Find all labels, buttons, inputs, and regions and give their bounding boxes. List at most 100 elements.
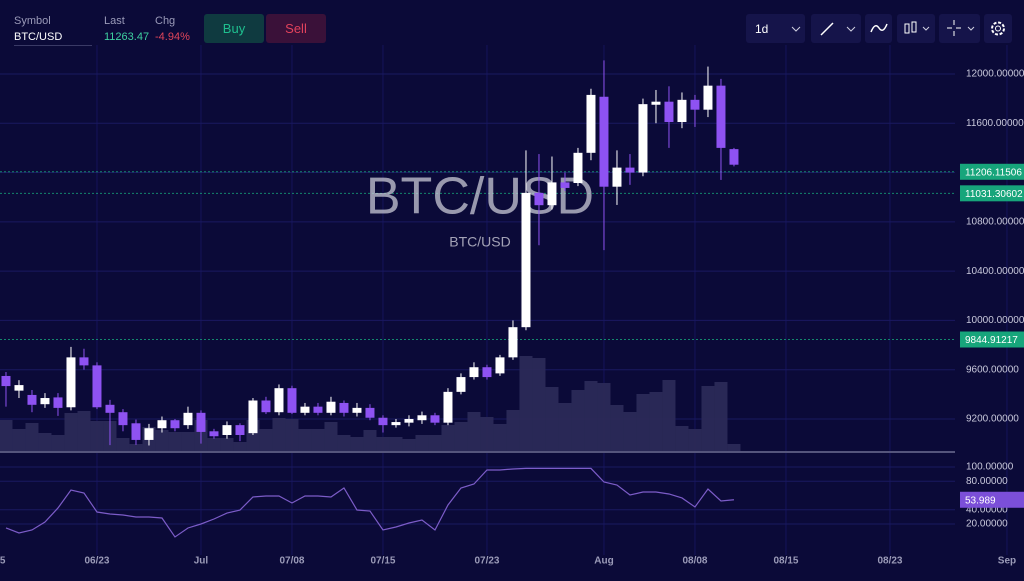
- candle-body: [638, 104, 648, 173]
- y-tick-label: 100.00000: [966, 462, 1014, 473]
- candle-body: [365, 407, 375, 418]
- candle-body: [729, 149, 739, 165]
- candle-body: [456, 377, 466, 392]
- volume-bar: [168, 432, 182, 452]
- candle-body: [690, 99, 700, 110]
- volume-bar: [415, 435, 429, 452]
- candle-body: [677, 99, 687, 123]
- x-tick-label: Aug: [594, 556, 613, 567]
- symbol-input[interactable]: BTC/USD: [14, 31, 92, 46]
- candle-body: [404, 418, 414, 423]
- buy-button[interactable]: Buy: [204, 14, 264, 43]
- candle-body: [248, 400, 258, 434]
- price-label-bg: [960, 331, 1024, 348]
- interval-select[interactable]: 1d: [746, 14, 805, 43]
- volume-bar: [649, 392, 663, 452]
- volume-bar: [207, 438, 221, 452]
- volume-bar: [454, 422, 468, 452]
- x-tick-label: 08/23: [877, 556, 902, 567]
- candle-body: [235, 425, 245, 435]
- settings[interactable]: [984, 14, 1012, 43]
- y-tick-label: 12000.00000: [966, 69, 1024, 80]
- volume-bar: [389, 437, 403, 452]
- candle-body: [482, 367, 492, 378]
- volume-bar: [51, 435, 65, 452]
- candle-body: [651, 101, 661, 105]
- volume-bar: [64, 413, 78, 452]
- candle-body: [40, 398, 50, 405]
- candle-body: [612, 167, 622, 187]
- price-label: 9844.91217: [965, 335, 1018, 346]
- volume-bar: [623, 412, 637, 452]
- y-tick-label: 11200.00000: [966, 167, 1024, 178]
- candle-body: [66, 357, 76, 408]
- volume-bar: [181, 432, 195, 452]
- sell-button[interactable]: Sell: [266, 14, 326, 43]
- volume-bar: [441, 425, 455, 452]
- volume-bar: [545, 387, 559, 452]
- volume-bar: [610, 405, 624, 452]
- chart-type[interactable]: [897, 14, 935, 43]
- price-pane: [0, 60, 741, 452]
- draw-tool[interactable]: [811, 14, 861, 43]
- crosshair-tool[interactable]: [939, 14, 980, 43]
- volume-bar: [636, 394, 650, 452]
- volume-bar: [519, 356, 533, 452]
- volume-bar: [714, 382, 728, 452]
- y-tick-label: 9200.00000: [966, 414, 1019, 425]
- candle-body: [209, 431, 219, 437]
- candle-body: [300, 406, 310, 413]
- watermark: BTC/USD: [366, 168, 594, 226]
- candle-body: [131, 423, 141, 440]
- volume-bar: [350, 437, 364, 452]
- volume-bar: [194, 420, 208, 452]
- volume-bar: [0, 420, 13, 452]
- volume-bar: [662, 380, 676, 452]
- volume-bar: [428, 435, 442, 452]
- volume-bar: [675, 426, 689, 452]
- candle-body: [586, 94, 596, 153]
- candle-body: [326, 401, 336, 413]
- x-tick-label: 07/23: [474, 556, 499, 567]
- x-tick-label: 06/23: [84, 556, 109, 567]
- candle-body: [157, 420, 167, 429]
- volume-bar: [376, 437, 390, 452]
- last-label: Last: [104, 15, 125, 27]
- x-tick-label: 08/08: [682, 556, 707, 567]
- rsi-line: [5, 467, 735, 538]
- price-label-bg: [960, 185, 1024, 202]
- rsi-pane: [5, 467, 735, 538]
- volume-bar: [506, 410, 520, 452]
- candle-body: [183, 412, 193, 426]
- y-tick-label: 10800.00000: [966, 216, 1024, 227]
- candle-body: [560, 182, 570, 188]
- volume-bar: [259, 429, 273, 452]
- interval: 1d: [755, 22, 769, 36]
- candle-body: [14, 385, 24, 391]
- candle-body: [170, 420, 180, 429]
- x-tick-label: 07/08: [279, 556, 304, 567]
- candle-body: [469, 367, 479, 378]
- candle-body: [105, 404, 115, 413]
- volume-bar: [116, 438, 130, 452]
- candle-body: [573, 152, 583, 184]
- candle-body: [1, 375, 11, 387]
- candle-body: [287, 388, 297, 413]
- symbol-label: Symbol: [14, 15, 51, 27]
- chevron: [791, 26, 801, 32]
- volume-bar: [38, 433, 52, 452]
- indicator-tool[interactable]: [865, 14, 892, 43]
- y-tick-label: 20.00000: [966, 519, 1008, 530]
- candle-body: [261, 400, 271, 413]
- x-tick-label: 07/15: [370, 556, 395, 567]
- axes: 06/15 06/23 Jul 07/08 07/15 07/23 Aug 08/08 08/1…: [0, 69, 1024, 567]
- volume-bar: [558, 403, 572, 452]
- y-tick-label: 9600.00000: [966, 364, 1019, 375]
- y-tick-label: 10000.00000: [966, 315, 1024, 326]
- volume-bar: [532, 358, 546, 452]
- grid: [0, 45, 1008, 555]
- volume-bar: [103, 421, 117, 452]
- volume-bar: [480, 417, 494, 452]
- icon: [820, 22, 856, 36]
